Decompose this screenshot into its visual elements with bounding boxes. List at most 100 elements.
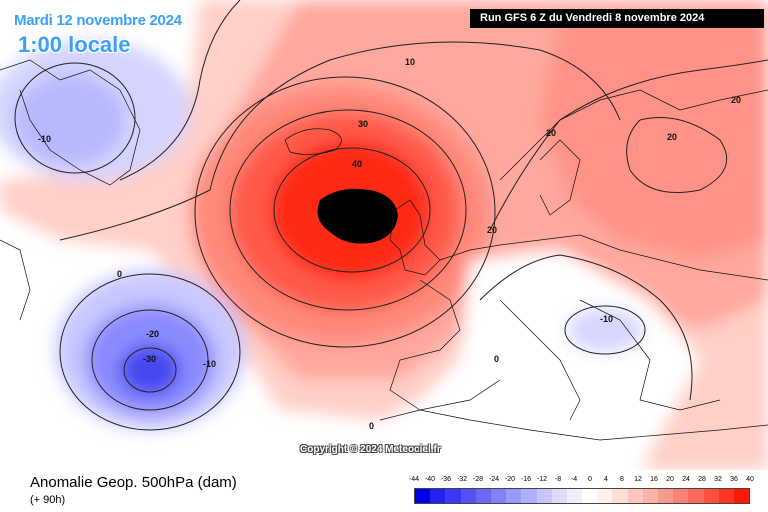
british-isles-coast bbox=[389, 199, 441, 276]
legend-color-cell bbox=[490, 489, 507, 503]
legend-label: -28 bbox=[472, 476, 484, 483]
forecast-date: Mardi 12 novembre 2024 bbox=[14, 12, 182, 29]
legend-color-cell bbox=[733, 489, 750, 503]
legend-label: 40 bbox=[746, 476, 754, 483]
copyright-notice: Copyright © 2024 Meteociel.fr bbox=[300, 444, 441, 455]
legend-color-cell bbox=[551, 489, 567, 503]
legend-color-cell bbox=[658, 489, 674, 503]
north-africa-coast bbox=[379, 409, 768, 441]
model-run-label: Run GFS 6 Z du Vendredi 8 novembre 2024 bbox=[470, 9, 764, 28]
legend-color-bar bbox=[414, 488, 750, 504]
legend-color-cell bbox=[521, 489, 537, 503]
legend-label: 24 bbox=[682, 476, 690, 483]
legend-color-cell bbox=[430, 489, 446, 503]
contour-line bbox=[564, 305, 646, 355]
legend-label: 12 bbox=[634, 476, 642, 483]
italy-coast bbox=[499, 299, 581, 421]
contour-label: 20 bbox=[731, 95, 741, 105]
contour-line bbox=[123, 347, 177, 393]
legend-color-cell bbox=[536, 489, 552, 503]
legend-label: 0 bbox=[588, 476, 592, 483]
legend-label: 36 bbox=[730, 476, 738, 483]
legend-color-cell bbox=[597, 489, 613, 503]
legend-label: -4 bbox=[570, 476, 578, 483]
neutral-area bbox=[400, 250, 700, 470]
map-title: Anomalie Geop. 500hPa (dam) bbox=[30, 474, 237, 491]
contour-label: 20 bbox=[487, 225, 497, 235]
legend-label: 4 bbox=[604, 476, 608, 483]
coastlines bbox=[0, 59, 768, 441]
legend-color-cell bbox=[415, 489, 431, 503]
contour-label: -20 bbox=[146, 329, 159, 339]
contour-label: 30 bbox=[358, 119, 368, 129]
legend-label: 16 bbox=[650, 476, 658, 483]
contour-label: -30 bbox=[143, 354, 156, 364]
legend-color-cell bbox=[582, 489, 598, 503]
legend-label: 20 bbox=[666, 476, 674, 483]
contour-line bbox=[479, 254, 693, 401]
contour-label: -10 bbox=[600, 314, 613, 324]
greenland-coast bbox=[0, 59, 141, 186]
extreme-anomaly-core bbox=[317, 188, 398, 244]
contour-line bbox=[273, 147, 431, 273]
color-scale-legend: -44 -40 -36 -32 -28 -24 -20 -16 -12 -8 -4 0 4 8 12 16 20… bbox=[409, 476, 754, 508]
legend-label: -36 bbox=[440, 476, 452, 483]
contour-line bbox=[626, 117, 728, 193]
contour-line bbox=[14, 62, 136, 174]
legend-label: 28 bbox=[698, 476, 706, 483]
north-america-coast bbox=[0, 239, 31, 321]
legend-color-cell bbox=[688, 489, 704, 503]
legend-label: 8 bbox=[620, 476, 624, 483]
scandinavia-coast bbox=[499, 89, 768, 181]
contour-label: -10 bbox=[203, 359, 216, 369]
legend-color-cell bbox=[445, 489, 461, 503]
negative-anomaly-area bbox=[120, 345, 180, 395]
legend-label: -16 bbox=[520, 476, 532, 483]
legend-color-cell bbox=[506, 489, 522, 503]
iberia-france-coast bbox=[389, 279, 501, 411]
legend-color-cell bbox=[642, 489, 658, 503]
legend-color-cell bbox=[627, 489, 643, 503]
forecast-time: 1:00 locale bbox=[18, 32, 131, 57]
north-europe-coast bbox=[439, 234, 768, 281]
contour-line bbox=[119, 0, 241, 181]
contour-label: 0 bbox=[369, 421, 374, 431]
forecast-range: (+ 90h) bbox=[30, 494, 66, 506]
legend-color-cell bbox=[566, 489, 583, 503]
legend-color-cell bbox=[673, 489, 689, 503]
contour-label: -10 bbox=[38, 134, 51, 144]
legend-color-cell bbox=[718, 489, 734, 503]
contour-line bbox=[229, 109, 467, 311]
legend-color-cell bbox=[612, 489, 628, 503]
legend-label: 32 bbox=[714, 476, 722, 483]
balkans-coast bbox=[579, 299, 721, 411]
legend-color-cell bbox=[475, 489, 491, 503]
negative-anomaly-area bbox=[15, 75, 125, 165]
contour-line bbox=[194, 76, 496, 348]
legend-label: -40 bbox=[424, 476, 436, 483]
negative-anomaly-area bbox=[567, 308, 643, 352]
geopotential-anomaly-map: 10 30 40 20 20 20 20 -10 0 -20 -30 -10 -… bbox=[0, 0, 768, 470]
contour-label: 0 bbox=[494, 354, 499, 364]
contour-label: 20 bbox=[546, 128, 556, 138]
legend-label: -12 bbox=[536, 476, 548, 483]
legend-label: -24 bbox=[488, 476, 500, 483]
legend-label: -32 bbox=[456, 476, 468, 483]
legend-color-cell bbox=[703, 489, 719, 503]
legend-label: -20 bbox=[504, 476, 516, 483]
contour-label: 20 bbox=[667, 132, 677, 142]
contour-line bbox=[91, 309, 209, 411]
contour-line bbox=[59, 41, 621, 241]
contour-line bbox=[489, 59, 768, 231]
contour-label: 0 bbox=[117, 269, 122, 279]
legend-color-cell bbox=[460, 489, 476, 503]
scandinavia-coast bbox=[539, 139, 581, 216]
contour-label: 10 bbox=[405, 57, 415, 67]
contour-line bbox=[59, 273, 241, 431]
contour-lines bbox=[14, 0, 768, 431]
iceland-coast bbox=[284, 128, 342, 155]
legend-label: -8 bbox=[554, 476, 562, 483]
legend-label: -44 bbox=[408, 476, 420, 483]
positive-anomaly-area bbox=[540, 20, 768, 260]
